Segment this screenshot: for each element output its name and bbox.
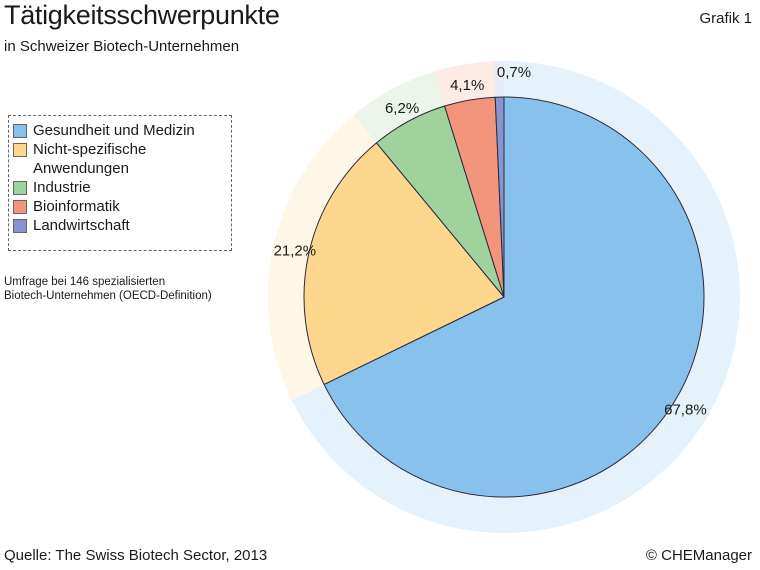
chart-title: Tätigkeitsschwerpunkte <box>4 0 280 30</box>
legend-label: Gesundheit und Medizin <box>33 122 195 139</box>
legend-item-gesundheit: Gesundheit und Medizin <box>13 121 231 140</box>
legend-swatch <box>13 181 27 195</box>
survey-note: Umfrage bei 146 spezialisierten Biotech-… <box>4 275 244 303</box>
legend: Gesundheit und Medizin Nicht-spezifische… <box>8 115 232 251</box>
pie-label-industrie: 6,2% <box>385 100 419 117</box>
legend-item-bioinformatik: Bioinformatik <box>13 197 231 216</box>
pie-label-layer: 67,8% 21,2% 6,2% 4,1% 0,7% <box>274 64 707 419</box>
pie-slice-landwirtschaft <box>494 96 505 298</box>
pie-slice-layer <box>303 96 705 498</box>
legend-item-nicht-spezifisch: Nicht-spezifische Anwendungen <box>13 140 231 178</box>
pie-label-nicht-spezifische: 21,2% <box>274 243 317 260</box>
source-note: Quelle: The Swiss Biotech Sector, 2013 <box>4 547 268 564</box>
pie-slice-nicht-spezifische <box>303 142 505 385</box>
figure-label: Grafik 1 <box>699 10 752 27</box>
legend-label: Bioinformatik <box>33 198 120 215</box>
legend-label-line1: Nicht-spezifische <box>33 141 147 158</box>
legend-label: Landwirtschaft <box>33 217 130 234</box>
legend-item-industrie: Industrie <box>13 178 231 197</box>
survey-note-line1: Umfrage bei 146 spezialisierten <box>4 276 166 288</box>
legend-swatch <box>13 143 27 157</box>
legend-label: Industrie <box>33 179 91 196</box>
chart-subtitle: in Schweizer Biotech-Unternehmen <box>4 38 240 55</box>
survey-note-line2: Biotech-Unternehmen (OECD-Definition) <box>4 290 212 302</box>
legend-swatch <box>13 124 27 138</box>
legend-swatch <box>13 200 27 214</box>
legend-label-line2: Anwendungen <box>33 160 129 177</box>
legend-item-landwirtschaft: Landwirtschaft <box>13 216 231 235</box>
pie-label-landwirtschaft: 0,7% <box>497 64 531 81</box>
pie-label-gesundheit-und-medizin: 67,8% <box>664 401 707 418</box>
pie-label-bioinformatik: 4,1% <box>450 77 484 94</box>
legend-label: Nicht-spezifische Anwendungen <box>33 140 146 178</box>
legend-swatch <box>13 219 27 233</box>
pie-slice-gesundheit-und-medizin <box>323 96 705 498</box>
copyright-note: © CHEManager <box>645 547 752 564</box>
